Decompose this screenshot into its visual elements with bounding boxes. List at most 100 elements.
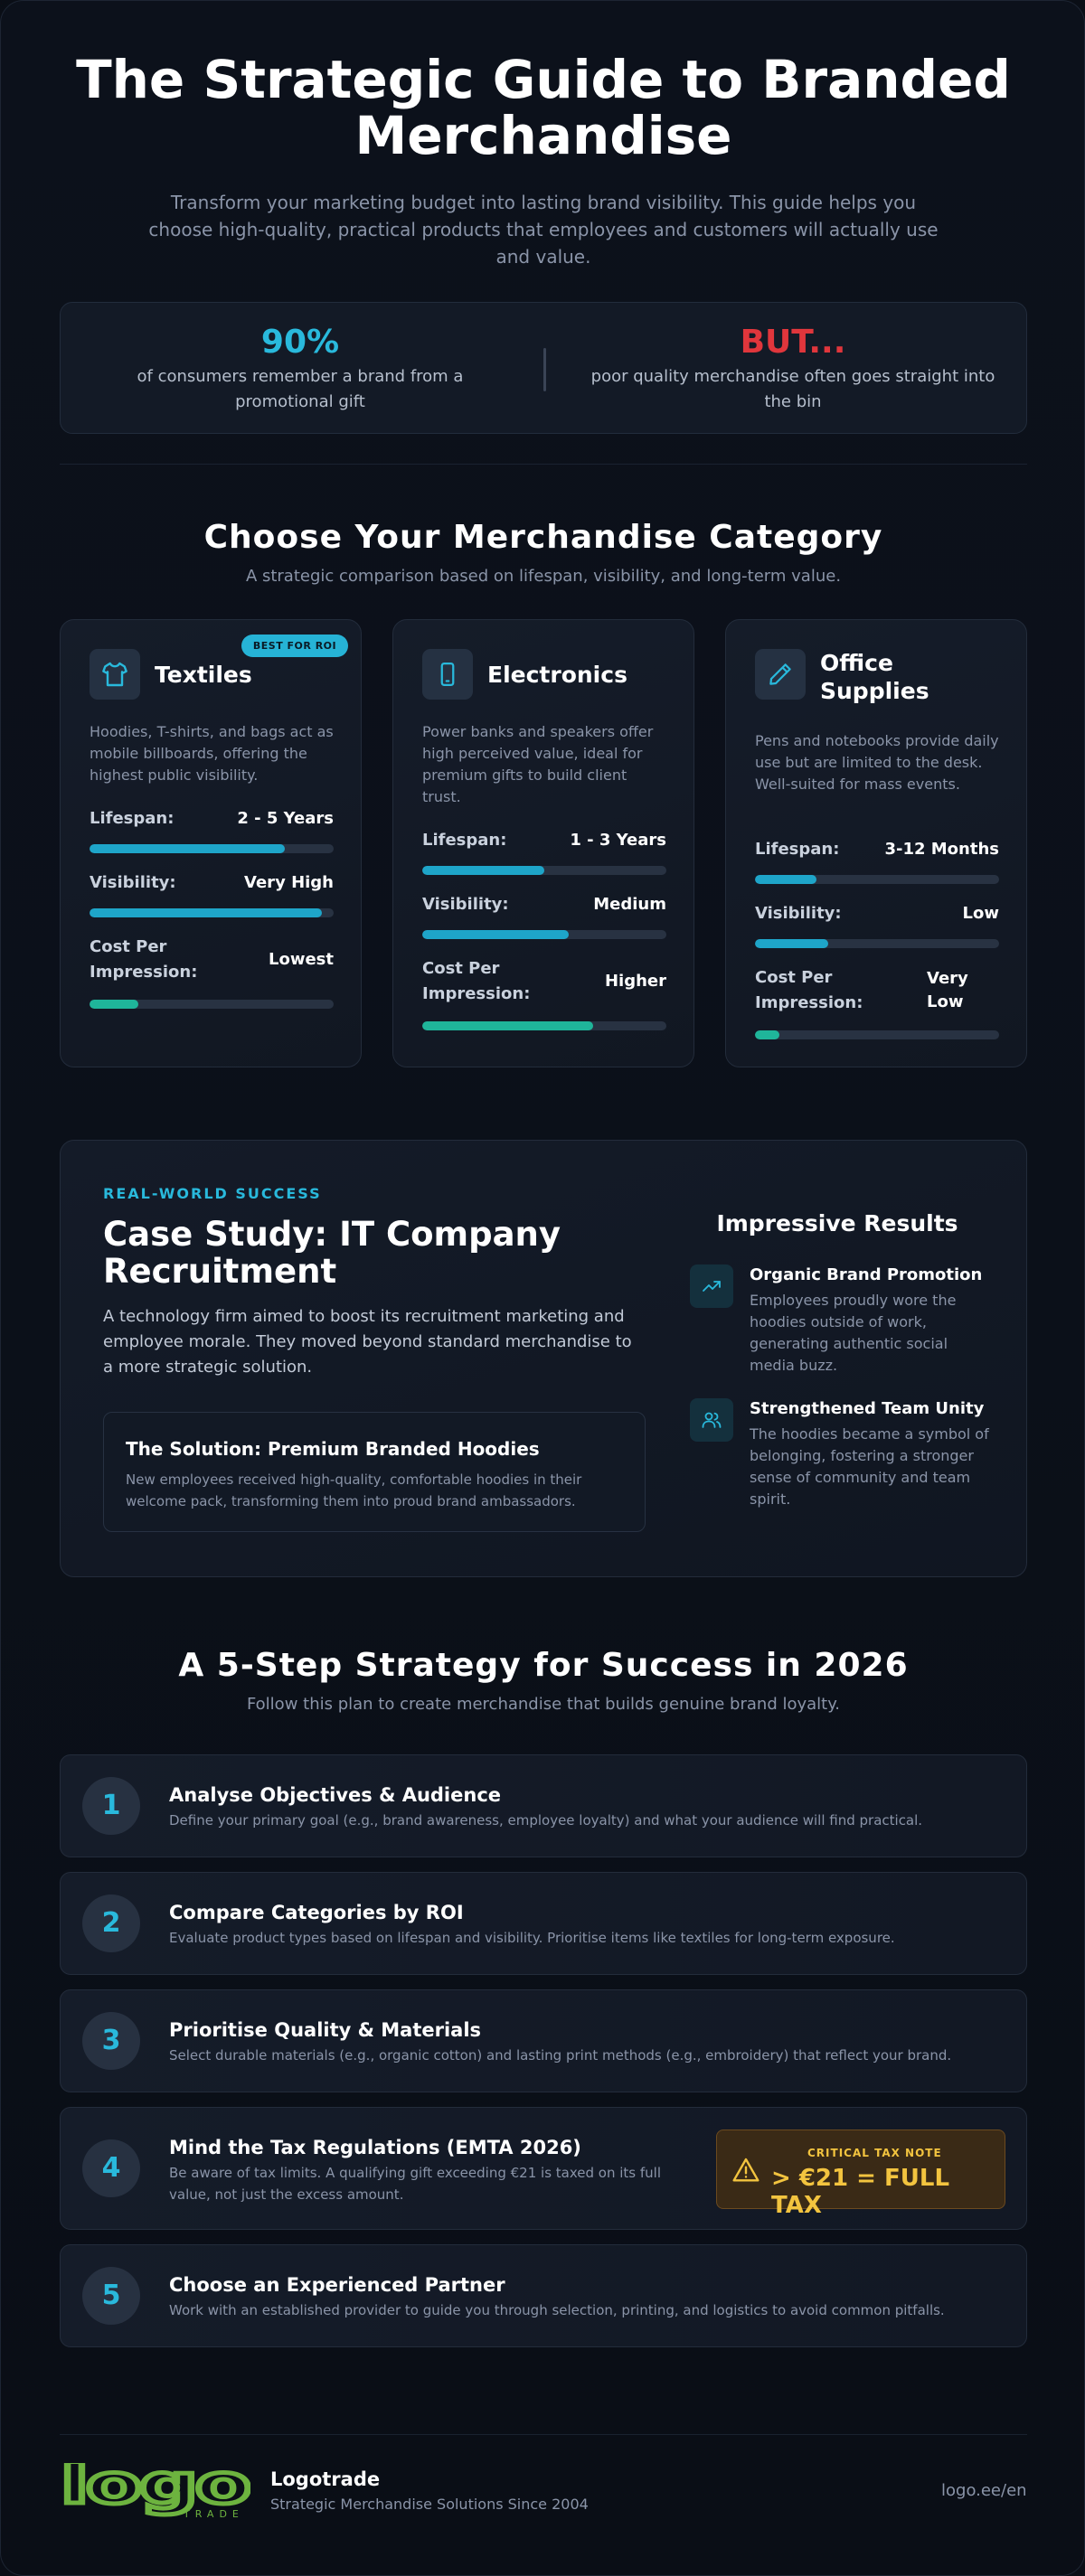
metric-label: Lifespan: (90, 809, 175, 828)
category-description: Power banks and speakers offer high perc… (422, 723, 654, 805)
step-text: Work with an established provider to gui… (169, 2302, 945, 2318)
step-number: 3 (82, 2012, 140, 2070)
step-number: 1 (82, 1777, 140, 1835)
bar-fill (422, 930, 569, 939)
lifespan-bar (90, 844, 334, 853)
case-study-kicker: REAL-WORLD SUCCESS (103, 1185, 322, 1202)
metric-cost-per-impression: Cost Per Impression: Higher (422, 956, 666, 1030)
bar-fill (755, 875, 816, 884)
result-item: Strengthened Team Unity The hoodies beca… (690, 1398, 994, 1510)
solution-title: The Solution: Premium Branded Hoodies (126, 1438, 540, 1460)
metric-label: Visibility: (422, 895, 509, 914)
footer-url-link[interactable]: logo.ee/en (941, 2481, 1027, 2500)
step-title: Mind the Tax Regulations (EMTA 2026) (169, 2137, 581, 2158)
category-name: Textiles (155, 662, 252, 688)
metric-cost-per-impression: Cost Per Impression: Very Low (755, 965, 999, 1039)
lifespan-bar (755, 875, 999, 884)
metric-label: Lifespan: (422, 831, 507, 850)
metric-lifespan: Lifespan: 1 - 3 Years (422, 828, 666, 875)
divider (60, 2434, 1027, 2435)
step-number: 2 (82, 1894, 140, 1952)
logo-graphic: logo TRADE (59, 2451, 253, 2521)
step-title: Prioritise Quality & Materials (169, 2019, 482, 2041)
category-card-electronics: Electronics Power banks and speakers off… (392, 619, 694, 1067)
metric-value: Low (962, 904, 999, 923)
metric-visibility: Visibility: Low (755, 901, 999, 948)
metric-value: 3-12 Months (884, 840, 999, 859)
tax-note-label: CRITICAL TAX NOTE (807, 2147, 942, 2159)
metric-value: Lowest (269, 950, 334, 969)
category-card-textiles: BEST FOR ROI Textiles Hoodies, T-shirts,… (60, 619, 362, 1067)
logotrade-logo[interactable]: logo TRADE (59, 2451, 253, 2521)
phone-icon (422, 649, 473, 700)
metric-lifespan: Lifespan: 2 - 5 Years (90, 806, 334, 853)
page-title: The Strategic Guide to Branded Merchandi… (1, 49, 1084, 166)
cost-bar (755, 1030, 999, 1039)
metric-value: 1 - 3 Years (570, 831, 666, 850)
page-title-line-1: The Strategic Guide to Branded (76, 49, 1011, 110)
bar-fill (755, 1030, 779, 1039)
tax-note-value: > €21 = FULL TAX (771, 2165, 950, 2219)
stat-consumers: 90% of consumers remember a brand from a… (115, 323, 486, 415)
steps-subtitle: Follow this plan to create merchandise t… (246, 1695, 841, 1714)
category-name: Electronics (487, 662, 627, 688)
footer-company-name: Logotrade (270, 2468, 381, 2490)
metric-label: Cost Per Impression: (755, 968, 863, 1012)
bar-fill (90, 908, 322, 917)
step-card: 4 Mind the Tax Regulations (EMTA 2026) B… (60, 2107, 1027, 2230)
metric-label: Visibility: (90, 873, 176, 892)
metric-lifespan: Lifespan: 3-12 Months (755, 837, 999, 884)
category-name: Office Supplies (820, 650, 929, 704)
bar-fill (90, 844, 285, 853)
tshirt-icon (90, 649, 140, 700)
step-text: Evaluate product types based on lifespan… (169, 1930, 895, 1946)
users-icon (690, 1398, 733, 1442)
result-item: Organic Brand Promotion Employees proudl… (690, 1264, 994, 1377)
step-number: 5 (82, 2267, 140, 2325)
metric-value: Very Low (927, 969, 968, 1011)
stats-panel: 90% of consumers remember a brand from a… (60, 302, 1027, 434)
page-subtitle: Transform your marketing budget into las… (148, 192, 939, 268)
lifespan-bar (422, 866, 666, 875)
tax-note-badge: CRITICAL TAX NOTE > €21 = FULL TAX (716, 2129, 1005, 2219)
bar-fill (422, 866, 544, 875)
metric-value: Higher (604, 972, 666, 991)
step-text: Select durable materials (e.g., organic … (169, 2047, 952, 2064)
logo-sub: TRADE (183, 2508, 244, 2519)
categories-title: Choose Your Merchandise Category (203, 519, 883, 556)
trending-up-icon (690, 1264, 733, 1308)
result-title: Strengthened Team Unity (750, 1399, 985, 1418)
page-title-line-2: Merchandise (354, 105, 732, 166)
step-card: 1 Analyse Objectives & Audience Define y… (60, 1754, 1027, 1857)
step-title: Choose an Experienced Partner (169, 2274, 505, 2296)
result-title: Organic Brand Promotion (750, 1265, 983, 1284)
metric-visibility: Visibility: Very High (90, 870, 334, 917)
cost-bar (422, 1021, 666, 1030)
category-description: Pens and notebooks provide daily use but… (755, 732, 999, 793)
visibility-bar (90, 908, 334, 917)
categories-subtitle: A strategic comparison based on lifespan… (245, 567, 842, 586)
case-study-text: A technology firm aimed to boost its rec… (103, 1307, 632, 1377)
step-card: 3 Prioritise Quality & Materials Select … (60, 1989, 1027, 2092)
bar-fill (422, 1021, 593, 1030)
stat-divider (543, 348, 546, 391)
visibility-bar (755, 939, 999, 948)
bar-fill (755, 939, 828, 948)
metric-value: Very High (244, 873, 334, 892)
step-text: Be aware of tax limits. A qualifying gif… (169, 2165, 661, 2203)
best-roi-badge: BEST FOR ROI (241, 635, 348, 657)
results-title: Impressive Results (716, 1210, 958, 1236)
solution-box: The Solution: Premium Branded Hoodies Ne… (103, 1412, 646, 1532)
category-card-office-supplies: Office Supplies Pens and notebooks provi… (725, 619, 1027, 1067)
visibility-bar (422, 930, 666, 939)
cost-bar (90, 1000, 334, 1009)
bar-fill (90, 1000, 138, 1009)
step-title: Compare Categories by ROI (169, 1902, 464, 1923)
result-text: The hoodies became a symbol of belonging… (750, 1425, 989, 1508)
metric-cost-per-impression: Cost Per Impression: Lowest (90, 935, 334, 1009)
solution-text: New employees received high-quality, com… (126, 1471, 582, 1509)
metric-label: Cost Per Impression: (90, 937, 198, 982)
step-text: Define your primary goal (e.g., brand aw… (169, 1812, 923, 1829)
divider (60, 464, 1027, 465)
footer-tagline: Strategic Merchandise Solutions Since 20… (270, 2496, 589, 2513)
